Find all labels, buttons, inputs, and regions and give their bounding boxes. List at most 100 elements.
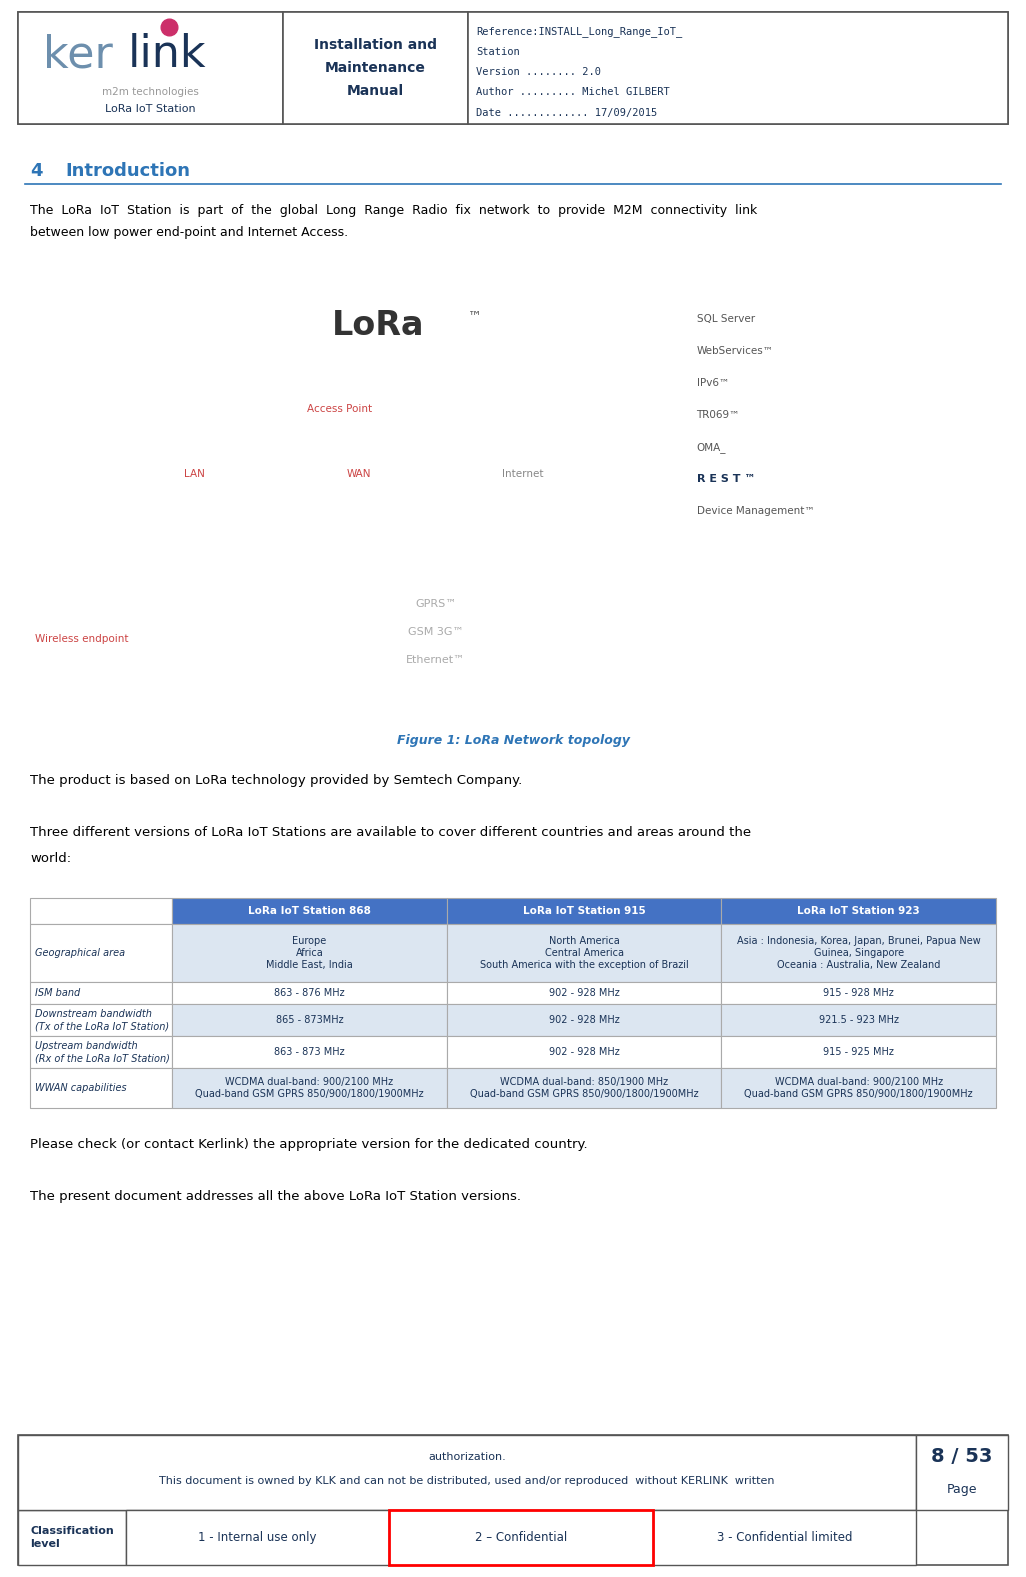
- Text: ker: ker: [43, 33, 113, 76]
- Text: WWAN capabilities: WWAN capabilities: [35, 1083, 126, 1093]
- Text: 2 – Confidential: 2 – Confidential: [475, 1531, 567, 1544]
- Text: GPRS™: GPRS™: [416, 599, 457, 609]
- Text: Please check (or contact Kerlink) the appropriate version for the dedicated coun: Please check (or contact Kerlink) the ap…: [30, 1139, 588, 1151]
- Text: 902 - 928 MHz: 902 - 928 MHz: [549, 989, 620, 998]
- Text: Device Management™: Device Management™: [697, 506, 815, 516]
- Text: 863 - 873 MHz: 863 - 873 MHz: [274, 1047, 345, 1057]
- Bar: [916, 1435, 1008, 1511]
- Text: SQL Server: SQL Server: [697, 314, 755, 323]
- Text: 902 - 928 MHz: 902 - 928 MHz: [549, 1016, 620, 1025]
- Bar: [172, 924, 446, 982]
- Text: LoRa IoT Station 868: LoRa IoT Station 868: [248, 907, 370, 916]
- Text: Installation and
Maintenance
Manual: Installation and Maintenance Manual: [314, 38, 437, 98]
- Text: 1 - Internal use only: 1 - Internal use only: [198, 1531, 317, 1544]
- Text: Europe
Africa
Middle East, India: Europe Africa Middle East, India: [266, 935, 353, 970]
- Text: Introduction: Introduction: [65, 162, 190, 180]
- Text: 4: 4: [30, 162, 42, 180]
- Bar: [30, 1068, 172, 1109]
- Text: GSM 3G™: GSM 3G™: [408, 628, 464, 637]
- Text: 902 - 928 MHz: 902 - 928 MHz: [549, 1047, 620, 1057]
- Bar: [18, 1435, 916, 1511]
- Bar: [18, 1435, 1008, 1564]
- Text: WCDMA dual-band: 900/2100 MHz
Quad-band GSM GPRS 850/900/1800/1900MHz: WCDMA dual-band: 900/2100 MHz Quad-band …: [195, 1077, 424, 1099]
- Bar: [721, 1005, 996, 1036]
- Text: ISM band: ISM band: [35, 989, 80, 998]
- Text: Downstream bandwidth
(Tx of the LoRa IoT Station): Downstream bandwidth (Tx of the LoRa IoT…: [35, 1009, 169, 1031]
- Text: WAN: WAN: [346, 468, 370, 479]
- Text: Upstream bandwidth
(Rx of the LoRa IoT Station): Upstream bandwidth (Rx of the LoRa IoT S…: [35, 1041, 170, 1063]
- Bar: [446, 982, 721, 1005]
- Text: Geographical area: Geographical area: [35, 948, 125, 957]
- Text: IPv6™: IPv6™: [697, 378, 728, 388]
- Text: LoRa IoT Station 915: LoRa IoT Station 915: [522, 907, 645, 916]
- Bar: [172, 1036, 446, 1068]
- Text: Date ............. 17/09/2015: Date ............. 17/09/2015: [476, 107, 658, 118]
- Bar: [172, 1005, 446, 1036]
- Text: Classification
level: Classification level: [30, 1527, 114, 1549]
- Text: LoRa IoT Station 923: LoRa IoT Station 923: [797, 907, 920, 916]
- Bar: [283, 13, 468, 125]
- Text: 3 - Confidential limited: 3 - Confidential limited: [716, 1531, 852, 1544]
- Text: 865 - 873MHz: 865 - 873MHz: [276, 1016, 343, 1025]
- Text: R E S T ™: R E S T ™: [697, 475, 755, 484]
- Text: m2m technologies: m2m technologies: [102, 87, 199, 96]
- Bar: [172, 897, 446, 924]
- Bar: [30, 1036, 172, 1068]
- Text: The  LoRa  IoT  Station  is  part  of  the  global  Long  Range  Radio  fix  net: The LoRa IoT Station is part of the glob…: [30, 203, 757, 218]
- Bar: [389, 1511, 653, 1564]
- Bar: [30, 982, 172, 1005]
- Bar: [30, 924, 172, 982]
- Bar: [18, 1511, 126, 1564]
- Text: Station: Station: [476, 47, 520, 57]
- Bar: [30, 1005, 172, 1036]
- Bar: [721, 1068, 996, 1109]
- Bar: [721, 1036, 996, 1068]
- Text: WCDMA dual-band: 850/1900 MHz
Quad-band GSM GPRS 850/900/1800/1900MHz: WCDMA dual-band: 850/1900 MHz Quad-band …: [470, 1077, 699, 1099]
- Bar: [446, 1068, 721, 1109]
- Text: LAN: LAN: [184, 468, 204, 479]
- Text: The present document addresses all the above LoRa IoT Station versions.: The present document addresses all the a…: [30, 1191, 521, 1203]
- Text: authorization.: authorization.: [428, 1452, 506, 1462]
- Text: 915 - 928 MHz: 915 - 928 MHz: [823, 989, 894, 998]
- Text: link: link: [128, 33, 206, 76]
- Bar: [18, 13, 1008, 125]
- Bar: [446, 924, 721, 982]
- Text: OMA_: OMA_: [697, 442, 726, 453]
- Bar: [18, 13, 283, 125]
- Text: Page: Page: [947, 1482, 977, 1495]
- Text: North America
Central America
South America with the exception of Brazil: North America Central America South Amer…: [479, 935, 688, 970]
- Text: Access Point: Access Point: [307, 404, 371, 415]
- Text: WebServices™: WebServices™: [697, 345, 774, 356]
- Bar: [653, 1511, 916, 1564]
- Bar: [468, 13, 1008, 125]
- Text: WCDMA dual-band: 900/2100 MHz
Quad-band GSM GPRS 850/900/1800/1900MHz: WCDMA dual-band: 900/2100 MHz Quad-band …: [744, 1077, 973, 1099]
- Bar: [721, 982, 996, 1005]
- Text: This document is owned by KLK and can not be distributed, used and/or reproduced: This document is owned by KLK and can no…: [159, 1476, 775, 1487]
- Text: 863 - 876 MHz: 863 - 876 MHz: [274, 989, 345, 998]
- Bar: [446, 1005, 721, 1036]
- Text: Three different versions of LoRa IoT Stations are available to cover different c: Three different versions of LoRa IoT Sta…: [30, 826, 751, 839]
- Text: TR069™: TR069™: [697, 410, 740, 419]
- Text: Internet: Internet: [502, 468, 544, 479]
- Text: Reference:INSTALL_Long_Range_IoT_: Reference:INSTALL_Long_Range_IoT_: [476, 27, 682, 38]
- Text: Wireless endpoint: Wireless endpoint: [35, 634, 128, 643]
- Text: 915 - 925 MHz: 915 - 925 MHz: [823, 1047, 894, 1057]
- Text: 8 / 53: 8 / 53: [932, 1446, 993, 1465]
- Text: world:: world:: [30, 852, 71, 866]
- Bar: [721, 924, 996, 982]
- Bar: [30, 897, 172, 924]
- Bar: [446, 897, 721, 924]
- Text: Version ........ 2.0: Version ........ 2.0: [476, 66, 601, 77]
- Bar: [126, 1511, 389, 1564]
- Text: Ethernet™: Ethernet™: [406, 654, 466, 665]
- Text: between low power end-point and Internet Access.: between low power end-point and Internet…: [30, 226, 348, 240]
- Text: Figure 1: LoRa Network topology: Figure 1: LoRa Network topology: [396, 733, 630, 747]
- Bar: [721, 897, 996, 924]
- Text: Asia : Indonesia, Korea, Japan, Brunei, Papua New
Guinea, Singapore
Oceania : Au: Asia : Indonesia, Korea, Japan, Brunei, …: [737, 935, 981, 970]
- Text: 921.5 - 923 MHz: 921.5 - 923 MHz: [819, 1016, 899, 1025]
- Text: LoRa IoT Station: LoRa IoT Station: [106, 104, 196, 114]
- Text: The product is based on LoRa technology provided by Semtech Company.: The product is based on LoRa technology …: [30, 774, 522, 787]
- Text: LoRa: LoRa: [331, 309, 424, 342]
- Bar: [172, 982, 446, 1005]
- Text: Author ......... Michel GILBERT: Author ......... Michel GILBERT: [476, 87, 670, 98]
